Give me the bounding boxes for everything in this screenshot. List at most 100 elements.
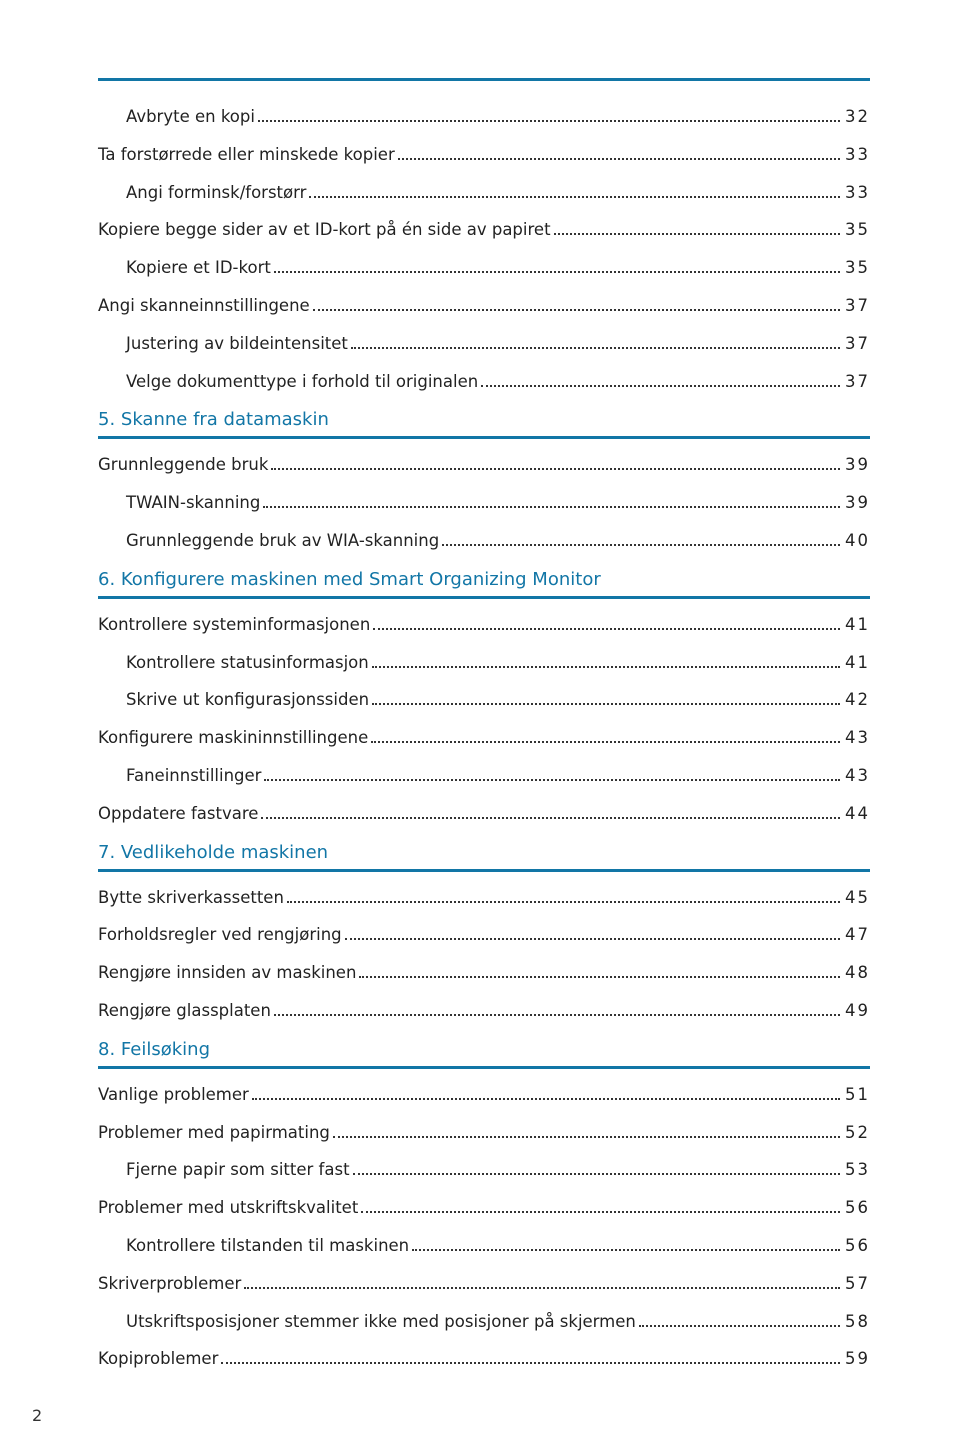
- toc-leader-dots: [244, 1287, 840, 1289]
- toc-entry-label: Fjerne papir som sitter fast: [126, 1160, 350, 1180]
- toc-entry: Rengjøre glassplaten 49: [98, 1001, 870, 1021]
- toc-entry: Bytte skriverkassetten 45: [98, 888, 870, 908]
- toc-entry: Angi skanneinnstillingene37: [98, 296, 870, 316]
- toc-entry: Justering av bildeintensitet37: [126, 334, 870, 354]
- toc-entry-label: Problemer med utskriftskvalitet: [98, 1198, 358, 1218]
- toc-entry-page: 41: [843, 615, 870, 635]
- toc-entry-page: 43: [843, 766, 870, 786]
- section-heading: 6. Konfigurere maskinen med Smart Organi…: [98, 569, 870, 590]
- toc-entry-page: 49: [843, 1001, 870, 1021]
- toc-entry-label: Skrive ut konfigurasjonssiden: [126, 690, 369, 710]
- toc-entry-label: Grunnleggende bruk: [98, 455, 268, 475]
- toc-entry-label: Kontrollere statusinformasjon: [126, 653, 369, 673]
- toc-entry-label: Angi forminsk/forstørr: [126, 183, 306, 203]
- toc-leader-dots: [274, 271, 840, 273]
- toc-entry-page: 33: [843, 183, 870, 203]
- toc-entry: Kontrollere tilstanden til maskinen 56: [126, 1236, 870, 1256]
- toc-entry: Velge dokumenttype i forhold til origina…: [126, 372, 870, 392]
- toc-entry-page: 44: [843, 804, 870, 824]
- toc-entry: Skrive ut konfigurasjonssiden 42: [126, 690, 870, 710]
- toc-entry-page: 47: [843, 925, 870, 945]
- toc-entry-label: Bytte skriverkassetten: [98, 888, 284, 908]
- toc-leader-dots: [351, 347, 840, 349]
- toc-entry-label: Kopiproblemer: [98, 1349, 218, 1369]
- top-rule: [98, 78, 870, 81]
- toc-leader-dots: [554, 233, 840, 235]
- section-rule: [98, 1066, 870, 1069]
- toc-leader-dots: [345, 938, 840, 940]
- toc-entry-page: 56: [843, 1236, 870, 1256]
- toc-entry-label: Rengjøre innsiden av maskinen: [98, 963, 356, 983]
- toc-entry: Rengjøre innsiden av maskinen 48: [98, 963, 870, 983]
- section-rule: [98, 869, 870, 872]
- toc-entry-label: Justering av bildeintensitet: [126, 334, 348, 354]
- toc-entry-page: 37: [843, 372, 870, 392]
- toc-entry: Kontrollere systeminformasjonen 41: [98, 615, 870, 635]
- toc-entry-label: Utskriftsposisjoner stemmer ikke med pos…: [126, 1312, 636, 1332]
- toc-leader-dots: [221, 1362, 840, 1364]
- toc-entry-page: 43: [843, 728, 870, 748]
- toc-entry: Forholdsregler ved rengjøring 47: [98, 925, 870, 945]
- toc-entry: Kopiere begge sider av et ID-kort på én …: [98, 220, 870, 240]
- toc-entry: Skriverproblemer57: [98, 1274, 870, 1294]
- toc-entry-label: Problemer med papirmating: [98, 1123, 330, 1143]
- toc-leader-dots: [371, 741, 840, 743]
- toc-entry: Fjerne papir som sitter fast 53: [126, 1160, 870, 1180]
- toc-entry: Kopiere et ID-kort 35: [126, 258, 870, 278]
- toc-entry-label: Avbryte en kopi: [126, 107, 255, 127]
- toc-entry-page: 35: [843, 220, 870, 240]
- toc-leader-dots: [412, 1249, 840, 1251]
- toc-entry-label: Kontrollere tilstanden til maskinen: [126, 1236, 409, 1256]
- toc-leader-dots: [359, 976, 840, 978]
- toc-entry-page: 56: [843, 1198, 870, 1218]
- toc-entry: Ta forstørrede eller minskede kopier33: [98, 145, 870, 165]
- toc-entry-label: Kopiere begge sider av et ID-kort på én …: [98, 220, 551, 240]
- toc-entry-label: Kontrollere systeminformasjonen: [98, 615, 370, 635]
- toc-entry-page: 51: [843, 1085, 870, 1105]
- toc-entry-page: 59: [843, 1349, 870, 1369]
- toc-entry: Grunnleggende bruk av WIA-skanning40: [126, 531, 870, 551]
- toc-entry-label: Velge dokumenttype i forhold til origina…: [126, 372, 478, 392]
- toc-entry-page: 52: [843, 1123, 870, 1143]
- toc-entry: Problemer med papirmating 52: [98, 1123, 870, 1143]
- toc-entry-label: Rengjøre glassplaten: [98, 1001, 271, 1021]
- toc-entry-page: 42: [843, 690, 870, 710]
- toc-entry-page: 35: [843, 258, 870, 278]
- document-page: Avbryte en kopi32Ta forstørrede eller mi…: [0, 0, 960, 1455]
- toc-entry-label: TWAIN-skanning: [126, 493, 260, 513]
- toc-leader-dots: [261, 817, 840, 819]
- section-rule: [98, 596, 870, 599]
- toc-leader-dots: [263, 506, 840, 508]
- toc-entry-label: Oppdatere fastvare: [98, 804, 258, 824]
- toc-leader-dots: [372, 703, 840, 705]
- table-of-contents: Avbryte en kopi32Ta forstørrede eller mi…: [98, 107, 870, 1369]
- toc-entry-label: Kopiere et ID-kort: [126, 258, 271, 278]
- toc-entry: Angi forminsk/forstørr 33: [126, 183, 870, 203]
- toc-leader-dots: [639, 1325, 840, 1327]
- toc-leader-dots: [313, 309, 840, 311]
- toc-leader-dots: [481, 385, 840, 387]
- toc-entry-label: Forholdsregler ved rengjøring: [98, 925, 342, 945]
- section-rule: [98, 436, 870, 439]
- toc-entry: Vanlige problemer51: [98, 1085, 870, 1105]
- toc-entry: Konfigurere maskininnstillingene43: [98, 728, 870, 748]
- toc-leader-dots: [252, 1098, 840, 1100]
- toc-entry: Faneinnstillinger 43: [126, 766, 870, 786]
- toc-leader-dots: [361, 1211, 840, 1213]
- toc-leader-dots: [287, 901, 840, 903]
- toc-entry-label: Faneinnstillinger: [126, 766, 261, 786]
- toc-entry-page: 53: [843, 1160, 870, 1180]
- toc-leader-dots: [353, 1173, 840, 1175]
- toc-entry-page: 39: [843, 455, 870, 475]
- toc-leader-dots: [373, 628, 840, 630]
- toc-leader-dots: [274, 1014, 840, 1016]
- toc-entry-page: 48: [843, 963, 870, 983]
- page-number: 2: [32, 1406, 42, 1425]
- toc-leader-dots: [333, 1136, 840, 1138]
- toc-entry: Utskriftsposisjoner stemmer ikke med pos…: [126, 1312, 870, 1332]
- toc-entry-page: 37: [843, 296, 870, 316]
- toc-entry-label: Skriverproblemer: [98, 1274, 241, 1294]
- toc-entry: Grunnleggende bruk 39: [98, 455, 870, 475]
- toc-entry-page: 33: [843, 145, 870, 165]
- toc-entry-page: 45: [843, 888, 870, 908]
